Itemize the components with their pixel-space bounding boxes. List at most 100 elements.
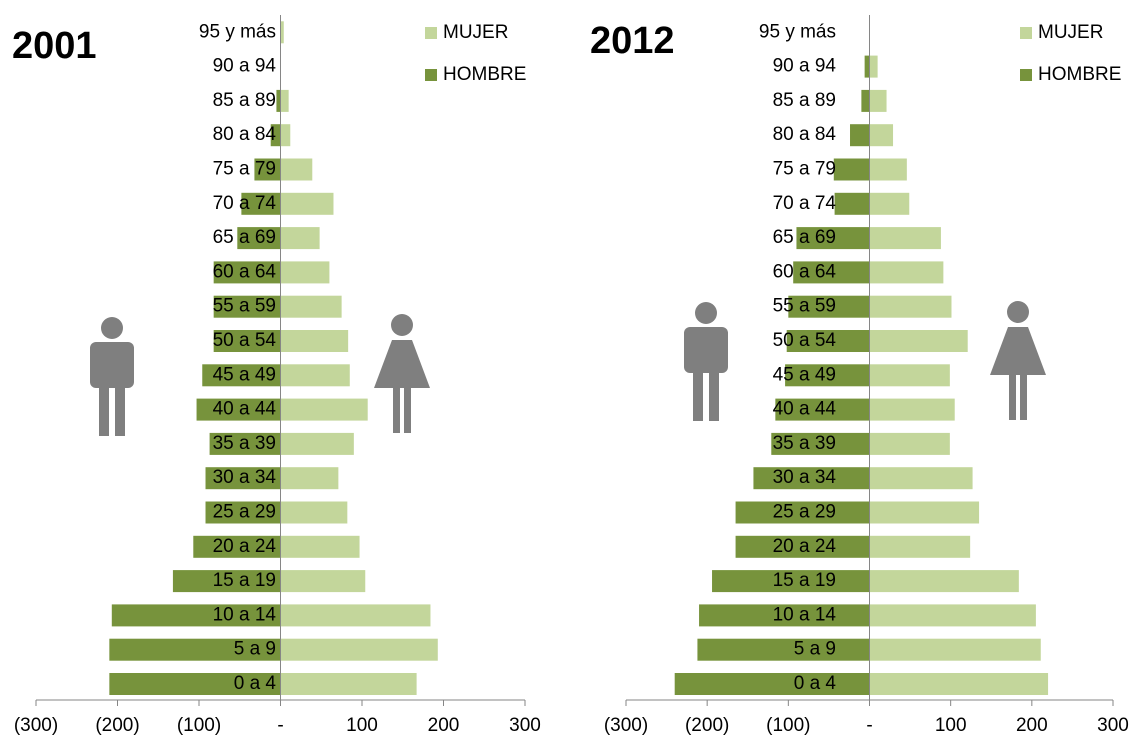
y-tick-label: 80 a 84	[773, 124, 837, 145]
bar	[209, 432, 281, 455]
y-tick-label: 65 a 69	[213, 227, 276, 248]
bar	[864, 55, 870, 78]
bar	[241, 192, 281, 215]
y-tick-label: 25 a 29	[213, 502, 276, 523]
bar	[775, 398, 870, 421]
y-tick-label: 15 a 19	[773, 570, 836, 591]
x-tick-label: (200)	[685, 715, 729, 736]
y-tick-label: 55 a 59	[773, 296, 836, 317]
bar	[735, 501, 870, 524]
legend-swatch	[1020, 69, 1032, 81]
bar	[869, 55, 878, 78]
bar	[280, 535, 360, 558]
y-tick-label: 85 a 89	[213, 90, 276, 111]
x-tick-label: 200	[428, 715, 460, 736]
bar	[869, 261, 944, 284]
x-tick-label: (200)	[95, 715, 139, 736]
bar	[850, 124, 870, 147]
bar	[280, 330, 349, 352]
bar	[111, 604, 281, 627]
bar	[869, 570, 1019, 593]
bar	[109, 638, 281, 661]
bar	[172, 570, 281, 593]
y-tick-label: 65 a 69	[773, 227, 836, 248]
bar	[869, 638, 1041, 661]
bar	[280, 158, 313, 181]
x-tick-label: (100)	[766, 715, 810, 736]
bar	[280, 261, 330, 284]
x-tick-label: (100)	[177, 715, 221, 736]
bar	[280, 295, 342, 318]
legend-swatch	[425, 69, 437, 81]
bar	[712, 570, 870, 593]
y-tick-label: 40 a 44	[773, 399, 837, 420]
legend-label: MUJER	[443, 22, 508, 43]
y-tick-label: 60 a 64	[213, 261, 277, 282]
man-icon	[90, 317, 134, 436]
legend-label: HOMBRE	[1038, 64, 1121, 85]
woman-icon	[374, 314, 430, 433]
y-tick-label: 60 a 64	[773, 261, 837, 282]
bar	[869, 501, 980, 524]
y-tick-label: 75 a 79	[773, 159, 836, 180]
legend-label: HOMBRE	[443, 64, 526, 85]
bar	[674, 673, 870, 695]
y-tick-label: 10 a 14	[213, 604, 277, 625]
bar	[280, 192, 334, 215]
y-tick-label: 0 a 4	[234, 673, 277, 694]
bar	[205, 467, 281, 490]
man-icon	[684, 302, 728, 421]
y-tick-label: 80 a 84	[213, 124, 277, 145]
y-tick-label: 30 a 34	[213, 467, 277, 488]
bar	[213, 330, 281, 352]
y-tick-label: 75 a 79	[213, 159, 276, 180]
bar	[280, 89, 289, 112]
bar	[788, 295, 870, 318]
bar	[785, 364, 870, 387]
bar	[833, 158, 870, 181]
bar	[270, 124, 281, 147]
bar	[753, 467, 870, 490]
bar	[205, 501, 281, 524]
y-tick-label: 50 a 54	[213, 330, 277, 351]
bar	[280, 21, 284, 44]
bar	[834, 192, 870, 215]
bar	[869, 89, 887, 112]
bar	[869, 124, 894, 147]
legend-swatch	[1020, 27, 1032, 39]
woman-icon	[990, 301, 1046, 420]
bar	[786, 330, 870, 352]
bar	[869, 432, 950, 455]
bar	[869, 467, 973, 490]
y-tick-label: 10 a 14	[773, 604, 837, 625]
bar	[196, 398, 281, 421]
bar	[861, 89, 870, 112]
chart-title: 2012	[590, 20, 675, 62]
bar	[109, 673, 281, 695]
x-tick-label: 100	[346, 715, 378, 736]
bar	[280, 124, 291, 147]
bar	[280, 570, 366, 593]
x-tick-label: -	[277, 715, 283, 736]
bar	[869, 673, 1049, 695]
bar	[869, 330, 968, 352]
bar	[869, 158, 907, 181]
bar	[869, 398, 955, 421]
bar	[280, 227, 320, 250]
y-tick-label: 0 a 4	[794, 673, 837, 694]
x-tick-label: (300)	[604, 715, 648, 736]
y-tick-label: 15 a 19	[213, 570, 276, 591]
bar	[237, 227, 281, 250]
bar	[869, 364, 950, 387]
legend-swatch	[425, 27, 437, 39]
y-tick-label: 40 a 44	[213, 399, 277, 420]
bar	[254, 158, 281, 181]
x-tick-label: 300	[1097, 715, 1129, 736]
bar	[699, 604, 870, 627]
bar	[280, 673, 417, 695]
y-tick-label: 25 a 29	[773, 502, 836, 523]
bar	[213, 261, 281, 284]
bar	[697, 638, 870, 661]
y-tick-label: 55 a 59	[213, 296, 276, 317]
